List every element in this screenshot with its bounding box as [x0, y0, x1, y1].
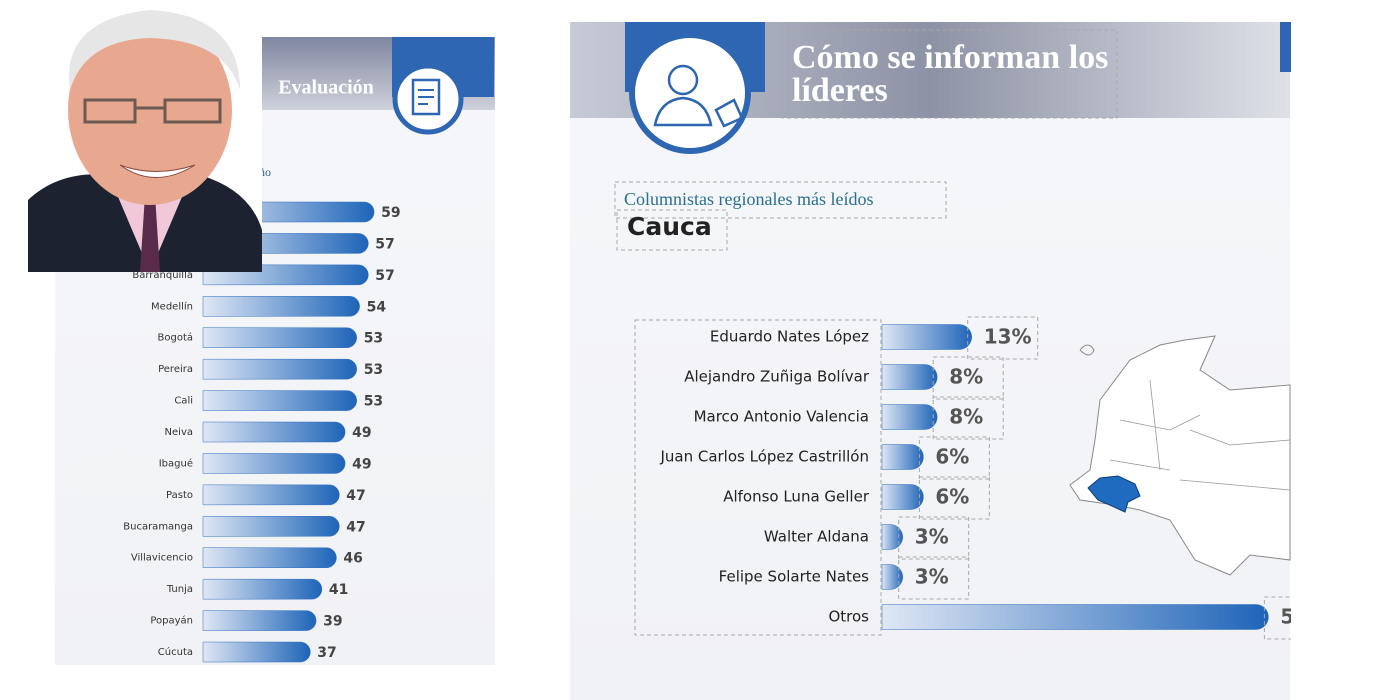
value-label: 53	[364, 394, 383, 410]
bar	[881, 404, 938, 430]
value-label: 53	[364, 331, 383, 347]
bar	[202, 610, 317, 631]
bar	[202, 296, 360, 317]
bar	[202, 358, 357, 380]
category-label: Medellín	[151, 300, 193, 312]
right-subtitle: Columnistas regionales más leídos	[624, 189, 873, 209]
bar	[881, 604, 1269, 630]
value-label: 57	[375, 268, 394, 284]
value-label: 8%	[949, 405, 983, 429]
bar	[202, 453, 346, 474]
value-label: 59	[381, 205, 400, 221]
value-box	[898, 516, 970, 560]
subtitle-box	[614, 181, 947, 219]
bar	[881, 324, 972, 350]
value-label: 3%	[915, 565, 949, 589]
value-box	[918, 436, 990, 480]
value-box	[918, 476, 990, 520]
value-label: 49	[352, 456, 371, 472]
value-label: 13%	[984, 325, 1032, 349]
bar	[881, 444, 924, 470]
category-label: Neiva	[165, 427, 193, 438]
value-label: 3%	[915, 525, 949, 549]
bar	[202, 484, 340, 506]
value-label: 47	[346, 519, 365, 535]
value-label: 37	[317, 645, 336, 661]
category-label: Ibagué	[159, 457, 193, 469]
category-label: Popayán	[150, 615, 193, 627]
category-label: Cúcuta	[158, 646, 193, 658]
category-label: Marco Antonio Valencia	[694, 408, 869, 426]
category-label: Barranquilla	[132, 270, 193, 281]
value-label: 41	[329, 582, 348, 598]
value-label: 8%	[949, 365, 983, 389]
left-icon	[392, 63, 464, 135]
right-tab-edge	[1280, 22, 1291, 72]
title-box	[781, 29, 1118, 119]
category-label: Eduardo Nates López	[710, 328, 869, 346]
category-label: Pasto	[166, 490, 193, 501]
category-label: Bucaramanga	[123, 521, 193, 532]
bar	[202, 327, 357, 348]
right-title: Cómo se informan los líderes	[792, 39, 1108, 109]
value-label: 46	[343, 551, 362, 567]
category-label: Tunja	[166, 584, 193, 595]
value-label: 57	[375, 236, 394, 252]
icon-body	[653, 96, 744, 128]
category-label: Bogotá	[158, 332, 194, 344]
value-label: 47	[346, 488, 365, 504]
bar	[881, 524, 903, 550]
bar	[202, 421, 346, 443]
value-label: 56%	[1280, 605, 1328, 629]
value-label: 6%	[935, 485, 969, 509]
bar	[881, 564, 903, 590]
value-label: 39	[323, 614, 342, 630]
left-title: Evaluación	[278, 77, 374, 99]
icon-lines	[418, 89, 434, 105]
category-label: Villavicencio	[131, 553, 193, 564]
bar	[202, 578, 323, 600]
value-label: 54	[367, 299, 387, 315]
bar	[202, 516, 340, 537]
icon-doc	[411, 78, 441, 116]
value-label: 6%	[935, 445, 969, 469]
bar	[881, 484, 924, 510]
bar	[202, 641, 311, 663]
value-box	[1263, 596, 1291, 640]
value-label: 49	[352, 425, 371, 441]
bar	[202, 390, 357, 411]
names-box	[634, 319, 882, 636]
value-box	[967, 316, 1039, 360]
region: Cauca	[627, 212, 712, 241]
value-box	[898, 556, 970, 600]
bar	[881, 364, 938, 390]
category-label: Alejandro Zuñiga Bolívar	[684, 368, 870, 386]
category-label: Felipe Solarte Nates	[719, 568, 870, 586]
value-box	[932, 356, 1004, 400]
category-label: Alfonso Luna Geller	[723, 488, 870, 506]
right-chart: Eduardo Nates López 13% Alejandro Zuñiga B…	[659, 316, 1328, 640]
value-label: 53	[364, 362, 383, 378]
value-box	[932, 396, 1004, 440]
icon-head	[667, 64, 699, 96]
category-label: Walter Aldana	[764, 528, 869, 546]
region-box	[616, 209, 728, 251]
category-label: Juan Carlos López Castrillón	[659, 448, 869, 466]
category-label: Pereira	[158, 364, 193, 375]
category-label: Otros	[828, 608, 869, 626]
map	[1069, 335, 1291, 576]
category-label: Cali	[174, 396, 193, 407]
bar	[202, 547, 337, 568]
photo	[28, 0, 262, 272]
